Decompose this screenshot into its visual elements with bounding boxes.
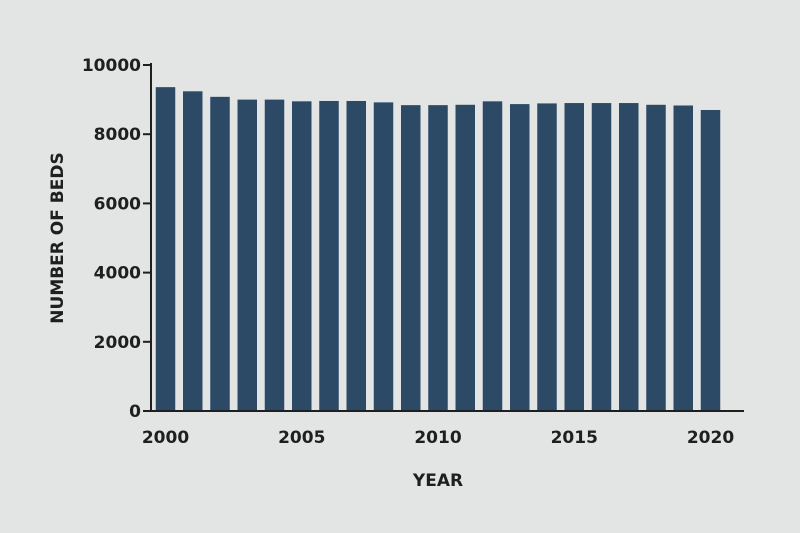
y-tick-label-10000: 10000 bbox=[82, 56, 141, 76]
bar-2005 bbox=[292, 101, 312, 411]
bar-2016 bbox=[591, 103, 612, 411]
x-tick-label-2000: 2000 bbox=[142, 428, 189, 448]
bar-2004 bbox=[264, 99, 285, 411]
x-tick-label-2020: 2020 bbox=[687, 428, 734, 448]
bar-2008 bbox=[373, 102, 394, 412]
bar-2007 bbox=[346, 100, 366, 411]
bar-2018 bbox=[646, 104, 666, 411]
bar-2013 bbox=[510, 104, 530, 411]
x-tick-label-2015: 2015 bbox=[551, 428, 598, 448]
axes-group bbox=[150, 63, 744, 412]
bar-2012 bbox=[482, 101, 503, 411]
bar-2017 bbox=[619, 103, 639, 411]
y-tick-label-4000: 4000 bbox=[94, 264, 141, 284]
y-tick-label-2000: 2000 bbox=[94, 333, 141, 353]
bars-group bbox=[155, 87, 721, 412]
y-tick-label-6000: 6000 bbox=[94, 194, 141, 214]
bar-2015 bbox=[564, 103, 584, 411]
bar-2001 bbox=[183, 91, 203, 412]
bar-2009 bbox=[401, 105, 421, 411]
y-tick-label-8000: 8000 bbox=[94, 125, 141, 145]
x-ticks-group: 2000 2005 2010 2015 2020 bbox=[142, 428, 734, 448]
bar-2010 bbox=[428, 105, 448, 411]
y-ticks-group: 0 2000 4000 6000 8000 10000 bbox=[82, 56, 151, 422]
x-tick-label-2005: 2005 bbox=[278, 428, 325, 448]
bar-2020 bbox=[700, 109, 721, 411]
y-axis-title: NUMBER OF BEDS bbox=[48, 152, 68, 323]
bar-2011 bbox=[455, 104, 475, 411]
y-tick-label-0: 0 bbox=[129, 402, 141, 422]
x-axis-title: YEAR bbox=[412, 471, 463, 491]
bar-2003 bbox=[237, 99, 257, 411]
bar-2000 bbox=[155, 87, 176, 411]
bar-2019 bbox=[673, 105, 693, 411]
bar-2006 bbox=[319, 100, 339, 411]
x-tick-label-2010: 2010 bbox=[414, 428, 461, 448]
bar-2014 bbox=[537, 103, 557, 411]
bar-2002 bbox=[210, 96, 230, 411]
